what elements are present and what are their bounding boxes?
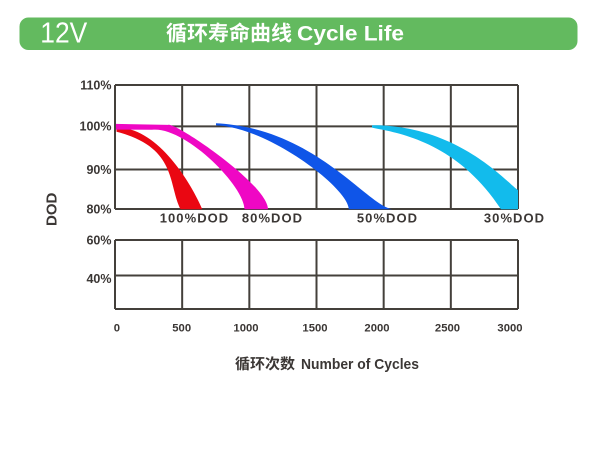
svg-text:3000: 3000 [497,323,522,335]
svg-text:80%DOD: 80%DOD [242,210,303,225]
svg-text:110%: 110% [80,78,111,92]
svg-text:2000: 2000 [364,323,389,335]
svg-text:40%: 40% [86,272,111,286]
svg-text:30%DOD: 30%DOD [484,210,545,225]
svg-text:100%: 100% [80,120,112,134]
svg-text:500: 500 [172,323,191,335]
svg-text:DOD: DOD [43,192,60,226]
svg-text:Number of Cycles: Number of Cycles [301,356,419,373]
svg-text:100%DOD: 100%DOD [160,210,230,225]
svg-text:Cycle Life: Cycle Life [297,23,404,46]
svg-text:0: 0 [114,323,120,335]
svg-text:12V: 12V [40,18,88,50]
svg-text:1500: 1500 [302,323,327,335]
svg-text:2500: 2500 [435,323,460,335]
svg-text:80%: 80% [86,202,111,216]
svg-text:1000: 1000 [233,323,258,335]
svg-text:90%: 90% [86,163,111,177]
svg-text:60%: 60% [86,233,111,247]
svg-text:50%DOD: 50%DOD [357,210,418,225]
